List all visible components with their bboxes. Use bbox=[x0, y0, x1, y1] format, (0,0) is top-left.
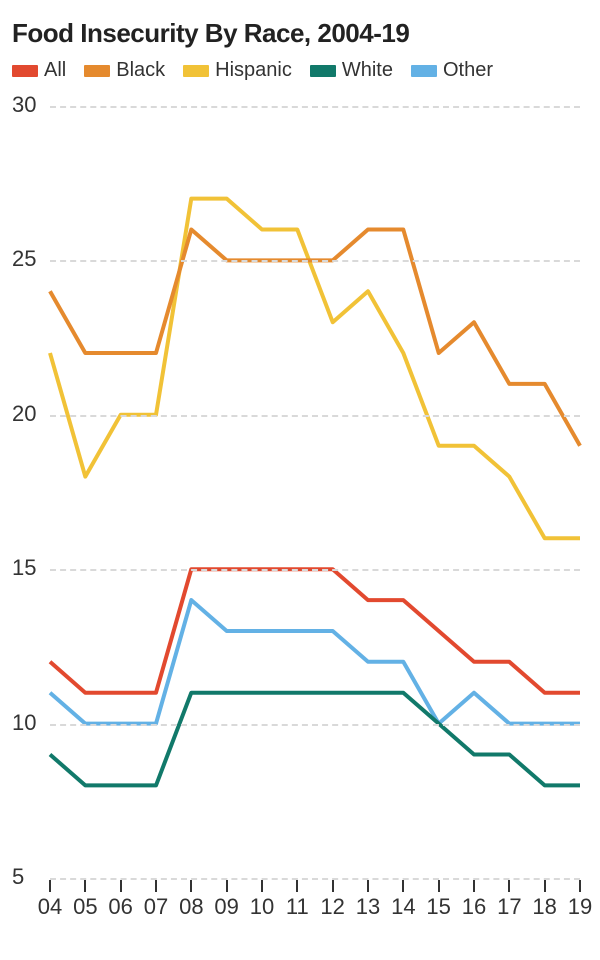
x-tick bbox=[367, 880, 369, 892]
x-tick bbox=[155, 880, 157, 892]
series-line-white bbox=[50, 693, 580, 786]
x-tick bbox=[84, 880, 86, 892]
x-tick bbox=[438, 880, 440, 892]
legend-swatch bbox=[411, 65, 437, 77]
x-tick bbox=[226, 880, 228, 892]
legend-label: White bbox=[342, 59, 393, 82]
gridline bbox=[50, 260, 580, 262]
y-axis-label: 25 bbox=[12, 246, 36, 272]
x-tick bbox=[120, 880, 122, 892]
x-axis-label: 12 bbox=[320, 894, 344, 920]
x-axis-label: 16 bbox=[462, 894, 486, 920]
y-axis-label: 20 bbox=[12, 401, 36, 427]
legend-swatch bbox=[183, 65, 209, 77]
x-axis-label: 09 bbox=[214, 894, 238, 920]
gridline bbox=[50, 415, 580, 417]
x-axis-label: 06 bbox=[108, 894, 132, 920]
legend: All Black Hispanic White Other bbox=[12, 59, 584, 82]
x-axis-label: 19 bbox=[568, 894, 592, 920]
x-axis-label: 04 bbox=[38, 894, 62, 920]
gridline bbox=[50, 569, 580, 571]
legend-swatch bbox=[12, 65, 38, 77]
line-svg bbox=[12, 100, 584, 920]
x-axis-label: 11 bbox=[286, 894, 309, 920]
legend-item: Other bbox=[411, 59, 493, 82]
gridline bbox=[50, 724, 580, 726]
legend-label: Hispanic bbox=[215, 59, 292, 82]
y-axis-label: 5 bbox=[12, 864, 24, 890]
x-tick bbox=[261, 880, 263, 892]
x-axis-label: 10 bbox=[250, 894, 274, 920]
x-axis-label: 17 bbox=[497, 894, 521, 920]
y-axis-label: 30 bbox=[12, 92, 36, 118]
legend-swatch bbox=[84, 65, 110, 77]
gridline bbox=[50, 106, 580, 108]
x-tick bbox=[544, 880, 546, 892]
legend-item: All bbox=[12, 59, 66, 82]
x-axis-label: 18 bbox=[532, 894, 556, 920]
plot-area: 5101520253004050607080910111213141516171… bbox=[12, 100, 584, 920]
chart-container: Food Insecurity By Race, 2004-19 All Blac… bbox=[0, 0, 600, 936]
x-axis-label: 08 bbox=[179, 894, 203, 920]
legend-label: All bbox=[44, 59, 66, 82]
x-tick bbox=[473, 880, 475, 892]
x-axis-label: 13 bbox=[356, 894, 380, 920]
legend-item: White bbox=[310, 59, 393, 82]
x-tick bbox=[332, 880, 334, 892]
legend-label: Other bbox=[443, 59, 493, 82]
legend-item: Black bbox=[84, 59, 165, 82]
x-axis-label: 15 bbox=[426, 894, 450, 920]
legend-item: Hispanic bbox=[183, 59, 292, 82]
y-axis-label: 15 bbox=[12, 555, 36, 581]
x-tick bbox=[296, 880, 298, 892]
x-tick bbox=[190, 880, 192, 892]
x-axis-label: 05 bbox=[73, 894, 97, 920]
chart-title: Food Insecurity By Race, 2004-19 bbox=[12, 18, 584, 49]
legend-swatch bbox=[310, 65, 336, 77]
legend-label: Black bbox=[116, 59, 165, 82]
y-axis-label: 10 bbox=[12, 710, 36, 736]
gridline bbox=[50, 878, 580, 880]
x-tick bbox=[508, 880, 510, 892]
x-tick bbox=[402, 880, 404, 892]
x-axis-label: 14 bbox=[391, 894, 415, 920]
x-tick bbox=[579, 880, 581, 892]
x-tick bbox=[49, 880, 51, 892]
x-axis-label: 07 bbox=[144, 894, 168, 920]
